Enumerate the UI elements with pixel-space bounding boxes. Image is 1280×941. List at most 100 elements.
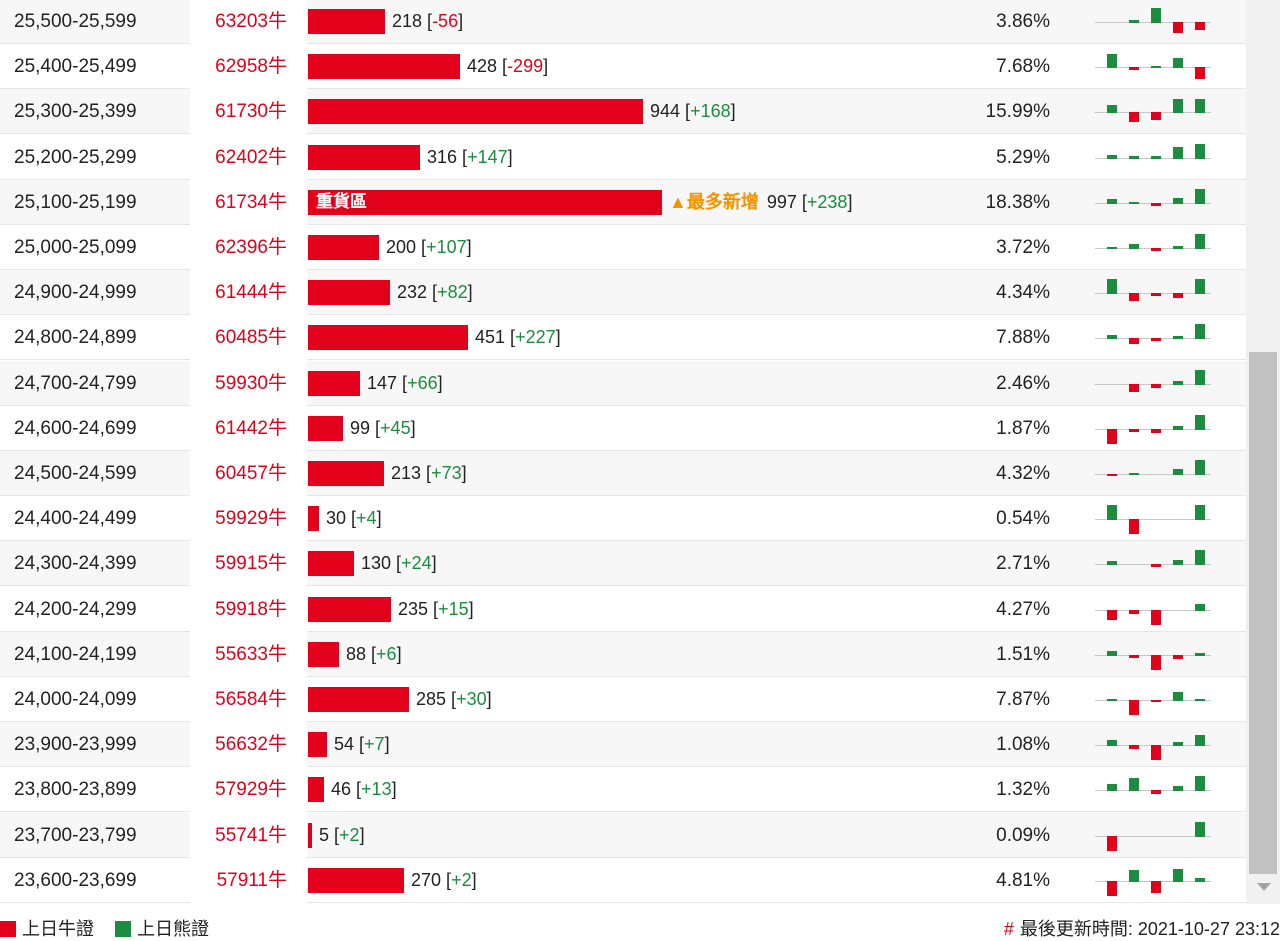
code-cell: 61734牛	[190, 179, 307, 225]
sparkline-bar	[1129, 20, 1139, 23]
sparkline-bar	[1107, 740, 1117, 747]
quantity-bar	[308, 9, 385, 34]
table-row[interactable]: 25,200-25,299 62402牛 316 [+147] 5.29%	[0, 134, 1246, 180]
table-row[interactable]: 24,500-24,599 60457牛 213 [+73] 4.32%	[0, 451, 1246, 496]
quantity-change: +4	[356, 508, 377, 529]
hash-icon: #	[1003, 919, 1014, 939]
table-row[interactable]: 23,600-23,699 57911牛 270 [+2] 4.81%	[0, 857, 1246, 903]
cbbc-code-link[interactable]: 62402牛	[215, 146, 287, 168]
quantity-bar	[308, 506, 319, 532]
sparkline-bar	[1173, 380, 1183, 385]
sparkline-bar	[1151, 112, 1161, 121]
cbbc-code-link[interactable]: 55633牛	[215, 643, 287, 665]
sparkline-bar	[1173, 560, 1183, 566]
sparkline-bar	[1107, 54, 1117, 69]
strike-range: 24,300-24,399	[14, 553, 137, 575]
sparkline-bar	[1151, 155, 1161, 159]
cbbc-code-link[interactable]: 56584牛	[215, 689, 287, 710]
sparkline-bar	[1195, 67, 1205, 80]
table-row[interactable]: 24,300-24,399 59915牛 130 [+24] 2.71%	[0, 541, 1246, 587]
table-row[interactable]: 25,300-25,399 61730牛 944 [+168] 15.99%	[0, 89, 1246, 135]
sparkline-bar	[1173, 293, 1183, 299]
quantity-value: 218	[392, 11, 423, 31]
table-row[interactable]: 24,600-24,699 61442牛 99 [+45] 1.87%	[0, 405, 1246, 451]
sparkline-bar	[1173, 146, 1183, 159]
quantity-bar	[308, 280, 390, 306]
cbbc-code-link[interactable]: 61730牛	[215, 101, 287, 123]
table-row[interactable]: 25,500-25,599 63203牛 218 [-56] 3.86%	[0, 0, 1246, 44]
sparkline-bar	[1129, 67, 1139, 71]
sparkline-bar	[1151, 293, 1161, 297]
quantity-label: 213 [+73]	[391, 463, 467, 483]
sparkline-bar	[1195, 460, 1205, 475]
cbbc-code-link[interactable]: 59929牛	[215, 508, 287, 530]
table-row[interactable]: 23,800-23,899 57929牛 46 [+13] 1.32%	[0, 767, 1246, 813]
table-row[interactable]: 24,100-24,199 55633牛 88 [+6] 1.51%	[0, 631, 1246, 677]
cbbc-code-link[interactable]: 61734牛	[215, 191, 287, 213]
trend-sparkline	[1095, 767, 1211, 812]
table-row[interactable]: 25,100-25,199 61734牛 重貨區 ▲最多新增 997 [+238] 18.…	[0, 179, 1246, 225]
table-row[interactable]: 24,700-24,799 59930牛 147 [+66] 2.46%	[0, 360, 1246, 406]
sparkline-bar	[1151, 790, 1161, 795]
cbbc-code-link[interactable]: 60485牛	[215, 327, 287, 349]
trend-sparkline	[1095, 225, 1211, 270]
quantity-value: 54	[334, 734, 355, 755]
quantity-label: ▲最多新增 997 [+238]	[669, 191, 853, 212]
strike-range: 24,700-24,799	[14, 372, 137, 394]
cbbc-code-link[interactable]: 57929牛	[215, 779, 287, 801]
cbbc-code-link[interactable]: 56632牛	[215, 734, 287, 756]
last-updated-text: 最後更新時間: 2021-10-27 23:12	[1019, 919, 1280, 939]
strike-range: 23,800-23,899	[14, 779, 137, 801]
quantity-value: 944	[650, 101, 681, 122]
cbbc-code-link[interactable]: 62396牛	[215, 237, 287, 258]
quantity-bar: 重貨區	[308, 189, 662, 215]
sparkline-bar	[1151, 66, 1161, 69]
quantity-change: +168	[690, 101, 731, 122]
quantity-value: 232	[397, 282, 428, 303]
sparkline-bar	[1173, 868, 1183, 882]
cbbc-code-link[interactable]: 60457牛	[215, 463, 287, 484]
table-row[interactable]: 23,900-23,999 56632牛 54 [+7] 1.08%	[0, 722, 1246, 768]
table-row[interactable]: 24,000-24,099 56584牛 285 [+30] 7.87%	[0, 677, 1246, 722]
table-row[interactable]: 25,400-25,499 62958牛 428 [-299] 7.68%	[0, 44, 1246, 90]
table-row[interactable]: 24,200-24,299 59918牛 235 [+15] 4.27%	[0, 586, 1246, 632]
scroll-down-arrow-icon[interactable]	[1257, 883, 1271, 891]
strike-range: 25,200-25,299	[14, 146, 137, 168]
sparkline-bar	[1129, 155, 1139, 159]
cbbc-code-link[interactable]: 62958牛	[215, 56, 287, 78]
cbbc-code-link[interactable]: 61442牛	[215, 417, 287, 439]
table-row[interactable]: 24,800-24,899 60485牛 451 [+227] 7.88%	[0, 315, 1246, 361]
cbbc-code-link[interactable]: 59915牛	[215, 553, 287, 575]
bull-swatch-icon	[0, 921, 16, 937]
cbbc-code-link[interactable]: 59918牛	[215, 598, 287, 620]
sparkline-bar	[1151, 745, 1161, 761]
cbbc-code-link[interactable]: 59930牛	[215, 372, 287, 394]
cbbc-code-link[interactable]: 63203牛	[215, 11, 287, 32]
cbbc-code-link[interactable]: 57911牛	[216, 869, 287, 891]
quantity-change: +66	[407, 372, 438, 393]
quantity-bar	[308, 822, 312, 848]
sparkline-bar	[1129, 700, 1139, 715]
sparkline-bar	[1129, 338, 1139, 345]
cbbc-code-link[interactable]: 61444牛	[215, 282, 287, 304]
table-row[interactable]: 23,700-23,799 55741牛 5 [+2] 0.09%	[0, 812, 1246, 858]
table-row[interactable]: 24,900-24,999 61444牛 232 [+82] 4.34%	[0, 270, 1246, 316]
scrollbar-thumb[interactable]	[1249, 352, 1277, 874]
sparkline-bar	[1107, 247, 1117, 249]
strike-range: 25,000-25,099	[14, 237, 137, 258]
sparkline-bar	[1173, 336, 1183, 340]
sparkline-bar	[1107, 154, 1117, 159]
sparkline-bar	[1173, 58, 1183, 69]
percentage: 4.81%	[996, 869, 1050, 891]
table-row[interactable]: 24,400-24,499 59929牛 30 [+4] 0.54%	[0, 496, 1246, 542]
table-row[interactable]: 25,000-25,099 62396牛 200 [+107] 3.72%	[0, 225, 1246, 270]
sparkline-bar	[1195, 735, 1205, 747]
quantity-value: 213	[391, 463, 422, 483]
strike-range: 25,400-25,499	[14, 56, 137, 78]
sparkline-bar	[1151, 609, 1161, 625]
quantity-label: 235 [+15]	[398, 598, 474, 619]
trend-sparkline	[1095, 315, 1211, 360]
vertical-scrollbar[interactable]	[1246, 0, 1280, 904]
quantity-change: -56	[432, 11, 459, 31]
cbbc-code-link[interactable]: 55741牛	[215, 824, 287, 846]
